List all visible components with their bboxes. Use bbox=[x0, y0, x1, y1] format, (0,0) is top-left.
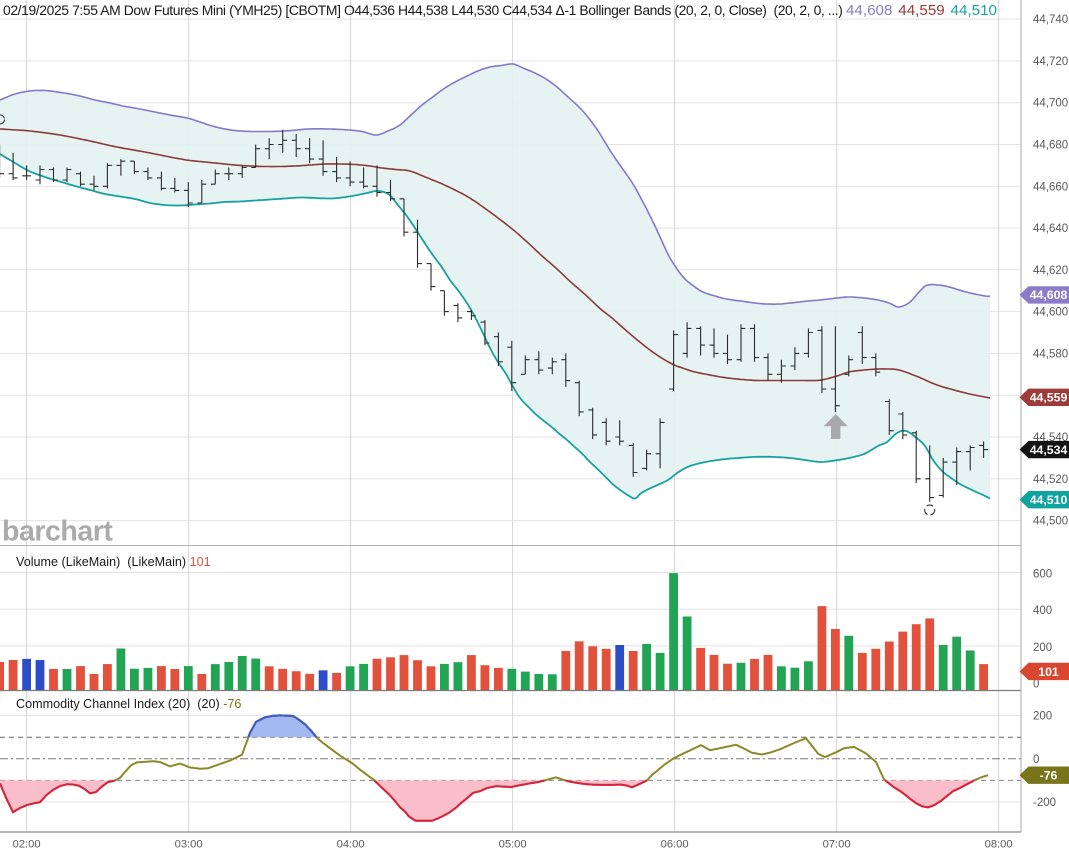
svg-text:44,740: 44,740 bbox=[1033, 14, 1068, 26]
svg-text:02/19/2025 7:55 AM Dow Futures: 02/19/2025 7:55 AM Dow Futures Mini (YMH… bbox=[3, 2, 997, 19]
svg-text:101: 101 bbox=[1038, 665, 1059, 679]
svg-text:400: 400 bbox=[1033, 605, 1052, 617]
svg-text:44,500: 44,500 bbox=[1033, 516, 1068, 528]
svg-text:200: 200 bbox=[1033, 642, 1052, 654]
svg-text:08:00: 08:00 bbox=[985, 839, 1013, 851]
svg-text:06:00: 06:00 bbox=[661, 839, 689, 851]
svg-text:44,640: 44,640 bbox=[1033, 223, 1068, 235]
svg-text:05:00: 05:00 bbox=[499, 839, 527, 851]
svg-text:04:00: 04:00 bbox=[337, 839, 365, 851]
svg-text:200: 200 bbox=[1033, 711, 1052, 723]
svg-text:600: 600 bbox=[1033, 569, 1052, 581]
svg-text:07:00: 07:00 bbox=[823, 839, 851, 851]
svg-text:44,680: 44,680 bbox=[1033, 140, 1068, 152]
svg-text:-76: -76 bbox=[1040, 769, 1058, 783]
svg-text:44,620: 44,620 bbox=[1033, 265, 1068, 277]
svg-text:03:00: 03:00 bbox=[175, 839, 203, 851]
svg-text:44,510: 44,510 bbox=[1030, 493, 1068, 507]
svg-text:barchart: barchart bbox=[2, 516, 113, 548]
svg-text:44,600: 44,600 bbox=[1033, 307, 1068, 319]
svg-text:Volume (LikeMain) (LikeMain): Volume (LikeMain) (LikeMain) 101 bbox=[16, 555, 211, 569]
svg-text:44,534: 44,534 bbox=[1030, 443, 1068, 457]
svg-text:0: 0 bbox=[1033, 679, 1039, 691]
svg-text:44,700: 44,700 bbox=[1033, 98, 1068, 110]
svg-text:44,559: 44,559 bbox=[1030, 391, 1068, 405]
svg-text:44,520: 44,520 bbox=[1033, 474, 1068, 486]
svg-text:44,660: 44,660 bbox=[1033, 181, 1068, 193]
svg-text:02:00: 02:00 bbox=[13, 839, 41, 851]
svg-text:Commodity Channel Index (20): Commodity Channel Index (20) (20) -76 bbox=[16, 697, 241, 711]
svg-text:44,580: 44,580 bbox=[1033, 348, 1068, 360]
svg-text:-200: -200 bbox=[1033, 797, 1056, 809]
svg-text:44,720: 44,720 bbox=[1033, 56, 1068, 68]
svg-text:0: 0 bbox=[1033, 754, 1039, 766]
svg-text:44,608: 44,608 bbox=[1030, 288, 1068, 302]
